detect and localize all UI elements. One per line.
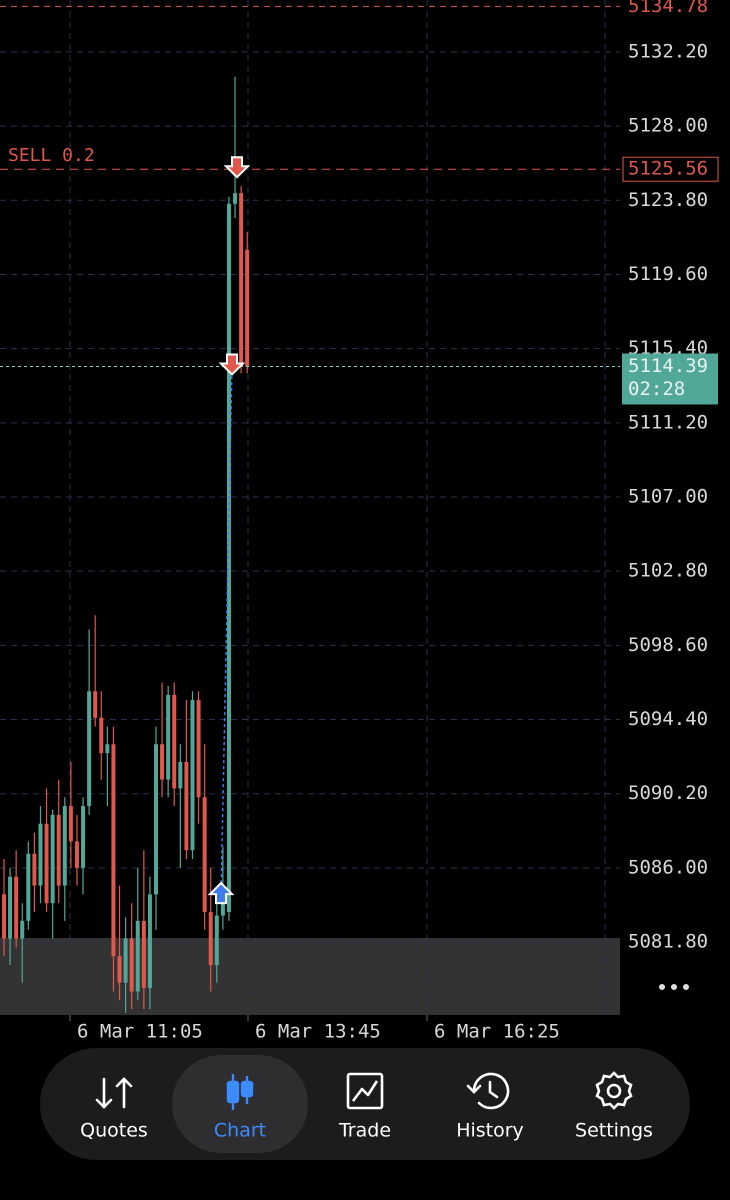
- y-tick-label: 5090.20: [628, 782, 708, 804]
- candle-body: [111, 744, 116, 957]
- y-tick-label: 5132.20: [628, 40, 708, 62]
- candle-body: [245, 249, 250, 367]
- candle-body: [99, 717, 104, 754]
- candle-body: [123, 938, 128, 983]
- candle-body: [117, 956, 122, 983]
- candle-body: [32, 853, 37, 886]
- candle-body: [154, 744, 158, 895]
- trade-marker: [218, 353, 246, 376]
- y-tick-label: 5111.20: [628, 411, 708, 433]
- candle-body: [26, 853, 31, 921]
- candle-body: [14, 876, 19, 939]
- y-tick-label: 5119.60: [628, 263, 708, 285]
- candle-body: [38, 823, 43, 886]
- candle-body: [172, 694, 177, 789]
- nav-label[interactable]: Chart: [214, 1120, 266, 1142]
- candle-body: [196, 700, 201, 798]
- candle-body: [81, 806, 86, 868]
- order-label: SELL 0.2: [8, 145, 95, 166]
- y-tick-label: 5098.60: [628, 634, 708, 656]
- icon-trade[interactable]: [346, 1072, 384, 1110]
- candle-body: [93, 691, 98, 718]
- candle-body: [135, 920, 140, 992]
- y-tick-label: 5123.80: [628, 189, 708, 211]
- candle-body: [50, 814, 55, 904]
- candle-body: [202, 797, 207, 913]
- x-tick-label: 6 Mar 13:45: [255, 1021, 381, 1043]
- candle-body: [62, 806, 67, 886]
- y-tick-label: 5081.80: [628, 931, 708, 953]
- countdown-label: 02:28: [628, 378, 685, 400]
- x-tick-label: 6 Mar 16:25: [434, 1021, 560, 1043]
- icon-chart[interactable]: [226, 1074, 254, 1110]
- candle-body: [166, 694, 171, 780]
- current-price-box: [622, 353, 718, 405]
- trade-marker: [207, 881, 235, 905]
- candle-body: [129, 938, 134, 992]
- nav-label[interactable]: Settings: [575, 1120, 653, 1142]
- candle-body: [68, 806, 73, 842]
- more-dot[interactable]: [659, 984, 665, 990]
- icon-quotes[interactable]: [95, 1077, 133, 1109]
- more-dot[interactable]: [683, 984, 689, 990]
- candle-body: [20, 920, 25, 939]
- candle-body: [8, 876, 13, 939]
- nav-label[interactable]: Trade: [338, 1120, 391, 1142]
- y-tick-label: 5107.00: [628, 485, 708, 507]
- nav-bar: [40, 1048, 690, 1160]
- candle-body: [74, 841, 79, 868]
- icon-settings[interactable]: [595, 1071, 633, 1110]
- y-tick-label: 5128.00: [628, 115, 708, 137]
- icon-history[interactable]: [466, 1072, 510, 1110]
- candle-body: [233, 193, 238, 204]
- y-tick-label: 5102.80: [628, 560, 708, 582]
- candle-body: [208, 912, 213, 966]
- candle-body: [44, 823, 49, 904]
- nav-label[interactable]: History: [456, 1120, 524, 1142]
- candle-body: [160, 744, 165, 780]
- y-tick-label: 5094.40: [628, 708, 708, 730]
- candle-body: [105, 744, 110, 754]
- candle-body: [2, 894, 6, 939]
- candle-body: [87, 691, 92, 807]
- level-label: 5134.78: [628, 0, 708, 17]
- order-price-box: [622, 156, 719, 182]
- candle-body: [239, 193, 244, 367]
- y-tick-label: 5086.00: [628, 856, 708, 878]
- more-dot[interactable]: [671, 984, 677, 990]
- trade-marker: [223, 156, 251, 179]
- candle-body: [56, 814, 61, 886]
- candle-body: [178, 761, 183, 789]
- nav-label[interactable]: Quotes: [80, 1120, 148, 1142]
- candle-body: [141, 920, 146, 988]
- lower-panel: [0, 938, 620, 1015]
- candle-body: [226, 203, 231, 913]
- current-price-label: 5114.39: [628, 355, 708, 377]
- trade-link: [220, 366, 233, 896]
- nav-active-pill: [172, 1055, 308, 1153]
- candle-body: [184, 761, 189, 851]
- candle-body: [220, 903, 225, 916]
- x-tick-label: 6 Mar 11:05: [77, 1021, 203, 1043]
- candle-body: [190, 700, 195, 851]
- order-price-label: 5125.56: [628, 158, 708, 180]
- candle-body: [147, 894, 152, 988]
- candle-body: [214, 915, 219, 966]
